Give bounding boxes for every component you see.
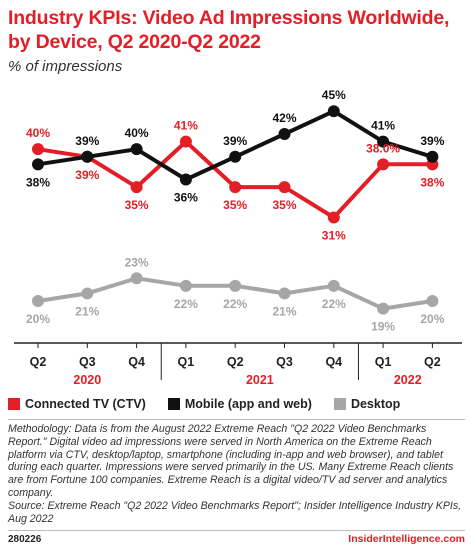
- point-desktop-8: [377, 302, 390, 315]
- point-desktop-3: [130, 272, 143, 285]
- notes-divider: [8, 419, 465, 420]
- data-label-ctv-5: 35%: [223, 198, 247, 212]
- year-label-2021: 2021: [246, 373, 274, 387]
- point-mobile-5: [229, 150, 242, 163]
- x-tick-label-2: Q3: [79, 355, 96, 369]
- data-label-desktop-4: 22%: [174, 297, 198, 311]
- source-note: Source: Extreme Reach "Q2 2022 Video Ben…: [8, 499, 462, 525]
- data-label-ctv-7: 31%: [322, 229, 346, 243]
- chart-notes: Methodology: Data is from the August 202…: [8, 423, 465, 525]
- data-label-mobile-8: 41%: [371, 119, 395, 133]
- data-label-ctv-2: 39%: [75, 168, 99, 182]
- point-mobile-1: [32, 158, 44, 171]
- x-tick-label-5: Q2: [227, 355, 244, 369]
- x-tick-label-1: Q2: [30, 355, 47, 369]
- point-desktop-4: [179, 279, 192, 292]
- legend-label-ctv: Connected TV (CTV): [25, 397, 146, 411]
- chart-id: 280226: [8, 534, 42, 545]
- data-label-desktop-1: 20%: [26, 312, 50, 326]
- data-label-desktop-6: 21%: [272, 304, 296, 318]
- chart-legend: Connected TV (CTV) Mobile (app and web) …: [8, 394, 468, 414]
- point-ctv-1: [32, 143, 44, 156]
- data-label-ctv-6: 35%: [272, 198, 296, 212]
- data-label-desktop-3: 23%: [125, 255, 149, 269]
- year-label-2022: 2022: [394, 373, 422, 387]
- point-desktop-6: [278, 287, 291, 300]
- x-tick-label-8: Q1: [375, 355, 392, 369]
- x-tick-label-3: Q4: [128, 355, 145, 369]
- data-label-desktop-9: 20%: [420, 312, 444, 326]
- point-desktop-2: [81, 287, 94, 300]
- data-label-mobile-5: 39%: [223, 134, 247, 148]
- data-label-mobile-9: 39%: [420, 134, 444, 148]
- point-mobile-6: [278, 127, 291, 140]
- x-tick-label-6: Q3: [276, 355, 293, 369]
- x-tick-label-4: Q1: [178, 355, 195, 369]
- legend-item-mobile: Mobile (app and web): [167, 397, 312, 411]
- legend-label-desktop: Desktop: [350, 397, 401, 411]
- point-desktop-7: [327, 279, 340, 292]
- data-label-desktop-8: 19%: [371, 320, 395, 334]
- legend-swatch-desktop: [333, 398, 346, 410]
- data-label-mobile-6: 42%: [272, 111, 296, 125]
- point-mobile-7: [327, 105, 340, 118]
- methodology-note: Methodology: Data is from the August 202…: [8, 423, 454, 499]
- legend-item-ctv: Connected TV (CTV): [8, 397, 146, 411]
- chart-subtitle: % of impressions: [8, 58, 123, 75]
- data-label-desktop-7: 22%: [322, 297, 346, 311]
- point-ctv-6: [278, 181, 291, 194]
- year-label-2020: 2020: [73, 373, 101, 387]
- point-desktop-5: [229, 279, 242, 292]
- data-label-mobile-1: 38%: [26, 175, 50, 189]
- point-ctv-3: [130, 181, 143, 194]
- data-label-ctv-8: 38.0%: [366, 141, 400, 155]
- data-label-mobile-2: 39%: [75, 134, 99, 148]
- point-mobile-2: [81, 150, 94, 163]
- point-mobile-4: [179, 173, 192, 186]
- line-chart: 40% 39% 35% 41% 35% 35% 31% 38.0% 38% 38% 39% 40% 36…: [14, 88, 462, 387]
- chart-title: Industry KPIs: Video Ad Impressions Worl…: [8, 7, 450, 53]
- legend-label-mobile: Mobile (app and web): [184, 397, 312, 411]
- data-label-ctv-9: 38%: [420, 175, 444, 189]
- point-desktop-9: [426, 295, 439, 308]
- x-tick-label-9: Q2: [424, 355, 441, 369]
- point-ctv-5: [229, 181, 242, 194]
- data-label-desktop-5: 22%: [223, 297, 247, 311]
- point-ctv-7: [327, 211, 340, 224]
- data-label-mobile-3: 40%: [125, 126, 149, 140]
- data-label-ctv-4: 41%: [174, 119, 198, 133]
- data-label-ctv-1: 40%: [26, 126, 50, 140]
- brand-link[interactable]: InsiderIntelligence.com: [348, 533, 465, 545]
- point-mobile-8: [377, 135, 390, 148]
- footer-divider: [8, 530, 465, 531]
- legend-swatch-ctv: [8, 398, 20, 410]
- data-label-desktop-2: 21%: [75, 304, 99, 318]
- point-desktop-1: [32, 295, 44, 308]
- legend-item-desktop: Desktop: [333, 397, 401, 411]
- point-ctv-4: [179, 135, 192, 148]
- data-label-mobile-7: 45%: [322, 88, 346, 102]
- data-label-ctv-3: 35%: [125, 198, 149, 212]
- point-mobile-3: [130, 143, 143, 156]
- x-tick-label-7: Q4: [325, 355, 342, 369]
- point-ctv-8: [377, 158, 390, 171]
- data-label-mobile-4: 36%: [174, 191, 198, 205]
- point-mobile-9: [426, 150, 439, 163]
- legend-swatch-mobile: [167, 398, 180, 410]
